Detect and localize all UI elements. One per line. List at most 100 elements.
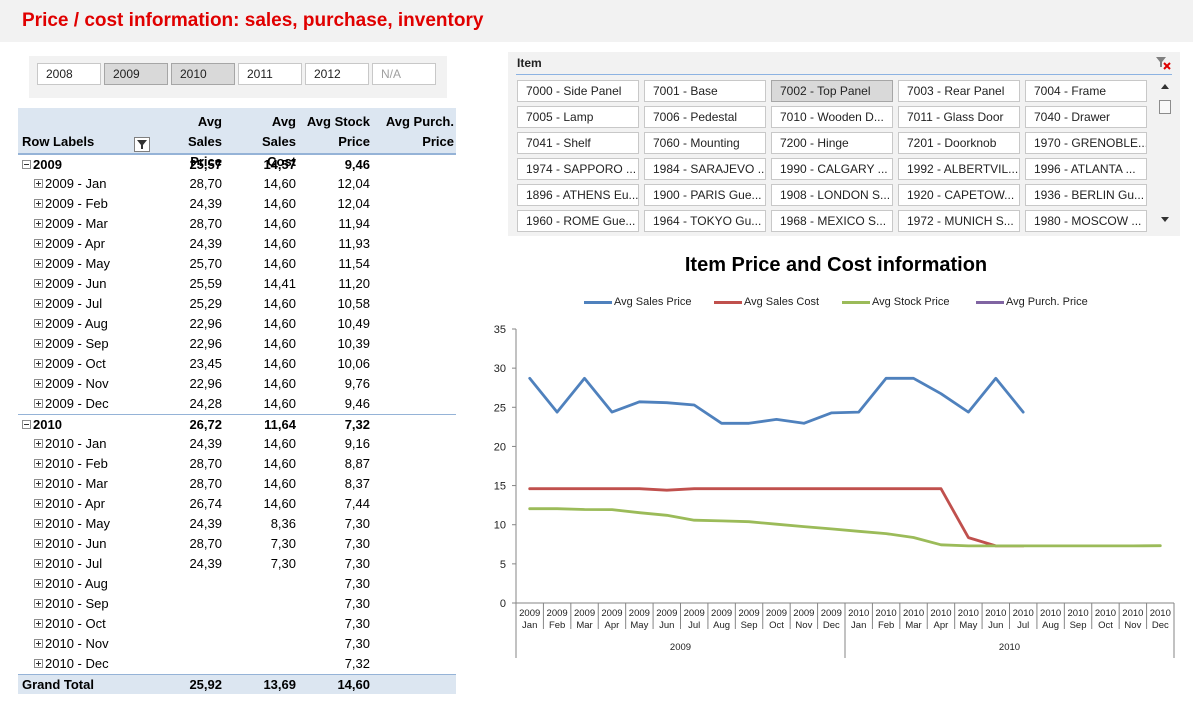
item-button[interactable]: 1970 - GRENOBLE... — [1025, 132, 1147, 154]
year-button-2011[interactable]: 2011 — [238, 63, 302, 85]
table-row: 2009 - Jul 25,29 14,60 10,58 — [18, 294, 456, 314]
year-button-n-a[interactable]: N/A — [372, 63, 436, 85]
expand-icon[interactable] — [34, 539, 43, 548]
year-button-2012[interactable]: 2012 — [305, 63, 369, 85]
scroll-up-icon[interactable] — [1161, 84, 1169, 89]
expand-icon[interactable] — [34, 439, 43, 448]
value-cell: 14,60 — [263, 436, 296, 451]
year-button-2010[interactable]: 2010 — [171, 63, 235, 85]
expand-icon[interactable] — [34, 519, 43, 528]
expand-icon[interactable] — [34, 639, 43, 648]
expand-icon[interactable] — [34, 319, 43, 328]
expand-icon[interactable] — [34, 619, 43, 628]
row-label-text: 2010 — [33, 417, 62, 432]
item-button[interactable]: 1990 - CALGARY ... — [771, 158, 893, 180]
expand-icon[interactable] — [34, 299, 43, 308]
year-button-2009[interactable]: 2009 — [104, 63, 168, 85]
item-button[interactable]: 7011 - Glass Door — [898, 106, 1020, 128]
item-button[interactable]: 1980 - MOSCOW ... — [1025, 210, 1147, 232]
value-cell: 25,59 — [189, 276, 222, 291]
value-cell: 7,30 — [344, 636, 370, 651]
item-button[interactable]: 1992 - ALBERTVIL... — [898, 158, 1020, 180]
row-label: 2010 — [22, 415, 62, 435]
item-button[interactable]: 7003 - Rear Panel — [898, 80, 1020, 102]
x-tick-label-year: 2010 — [930, 608, 951, 619]
row-label-text: 2010 - Sep — [45, 596, 109, 611]
grand-total-row: Grand Total 25,92 13,69 14,60 — [18, 674, 456, 694]
item-button[interactable]: 7041 - Shelf — [517, 132, 639, 154]
value-cell: 14,57 — [263, 157, 296, 172]
item-button[interactable]: 1960 - ROME Gue... — [517, 210, 639, 232]
item-button[interactable]: 7040 - Drawer — [1025, 106, 1147, 128]
item-button[interactable]: 7000 - Side Panel — [517, 80, 639, 102]
title-band: Price / cost information: sales, purchas… — [0, 0, 1193, 42]
expand-icon[interactable] — [34, 359, 43, 368]
col-header-avg-purch-price[interactable]: Avg Purch. Price — [384, 112, 454, 152]
legend-swatch — [842, 301, 870, 304]
expand-icon[interactable] — [34, 239, 43, 248]
expand-icon[interactable] — [34, 219, 43, 228]
collapse-icon[interactable] — [22, 160, 31, 169]
expand-icon[interactable] — [34, 599, 43, 608]
row-label-text: 2009 - Dec — [45, 396, 109, 411]
row-label-text: 2010 - Aug — [45, 576, 108, 591]
x-tick-label-year: 2009 — [684, 608, 705, 619]
expand-icon[interactable] — [34, 479, 43, 488]
scroll-thumb[interactable] — [1159, 100, 1171, 114]
item-button[interactable]: 7001 - Base — [644, 80, 766, 102]
expand-icon[interactable] — [34, 659, 43, 668]
item-button[interactable]: 1900 - PARIS Gue... — [644, 184, 766, 206]
col-header-avg-sales-cost[interactable]: Avg Sales Cost — [236, 112, 296, 172]
expand-icon[interactable] — [34, 579, 43, 588]
expand-icon[interactable] — [34, 379, 43, 388]
item-button[interactable]: 1974 - SAPPORO ... — [517, 158, 639, 180]
item-button[interactable]: 1896 - ATHENS Eu... — [517, 184, 639, 206]
expand-icon[interactable] — [34, 459, 43, 468]
item-button[interactable]: 1908 - LONDON S... — [771, 184, 893, 206]
item-button[interactable]: 1984 - SARAJEVO ... — [644, 158, 766, 180]
value-cell: 7,30 — [344, 536, 370, 551]
expand-icon[interactable] — [34, 399, 43, 408]
item-button[interactable]: 1936 - BERLIN Gu... — [1025, 184, 1147, 206]
item-slicer-scrollbar[interactable] — [1158, 80, 1172, 226]
item-button[interactable]: 7005 - Lamp — [517, 106, 639, 128]
y-tick-label: 30 — [494, 363, 506, 375]
item-button[interactable]: 1996 - ATLANTA ... — [1025, 158, 1147, 180]
expand-icon[interactable] — [34, 279, 43, 288]
item-button[interactable]: 1964 - TOKYO Gu... — [644, 210, 766, 232]
expand-icon[interactable] — [34, 259, 43, 268]
item-button[interactable]: 7010 - Wooden D... — [771, 106, 893, 128]
col-header-line1: Avg Sales — [262, 114, 296, 149]
item-button[interactable]: 1972 - MUNICH S... — [898, 210, 1020, 232]
value-cell: 7,30 — [344, 516, 370, 531]
item-button[interactable]: 7201 - Doorknob — [898, 132, 1020, 154]
scroll-down-icon[interactable] — [1161, 217, 1169, 222]
value-cell: 14,60 — [337, 677, 370, 692]
row-filter-button[interactable] — [134, 137, 150, 152]
expand-icon[interactable] — [34, 339, 43, 348]
x-tick-label-year: 2009 — [656, 608, 677, 619]
clear-filter-button[interactable] — [1155, 56, 1171, 71]
item-button[interactable]: 7002 - Top Panel — [771, 80, 893, 102]
x-tick-label-month: Jul — [688, 620, 700, 631]
item-button[interactable]: 1920 - CAPETOW... — [898, 184, 1020, 206]
expand-icon[interactable] — [34, 559, 43, 568]
item-button[interactable]: 7004 - Frame — [1025, 80, 1147, 102]
item-button[interactable]: 7200 - Hinge — [771, 132, 893, 154]
row-label-text: 2010 - Mar — [45, 476, 108, 491]
col-header-avg-sales-price[interactable]: Avg Sales Price — [162, 112, 222, 172]
item-button[interactable]: 7060 - Mounting — [644, 132, 766, 154]
expand-icon[interactable] — [34, 499, 43, 508]
expand-icon[interactable] — [34, 199, 43, 208]
item-button[interactable]: 7006 - Pedestal — [644, 106, 766, 128]
value-cell: 9,76 — [344, 376, 370, 391]
collapse-icon[interactable] — [22, 420, 31, 429]
year-button-2008[interactable]: 2008 — [37, 63, 101, 85]
x-tick-label-month: Sep — [1070, 620, 1087, 631]
value-cell: 24,39 — [189, 236, 222, 251]
expand-icon[interactable] — [34, 179, 43, 188]
item-button[interactable]: 1968 - MEXICO S... — [771, 210, 893, 232]
col-header-avg-stock-price[interactable]: Avg Stock Price — [306, 112, 370, 152]
value-cell: 9,16 — [344, 436, 370, 451]
row-label: 2010 - Apr — [34, 494, 105, 514]
